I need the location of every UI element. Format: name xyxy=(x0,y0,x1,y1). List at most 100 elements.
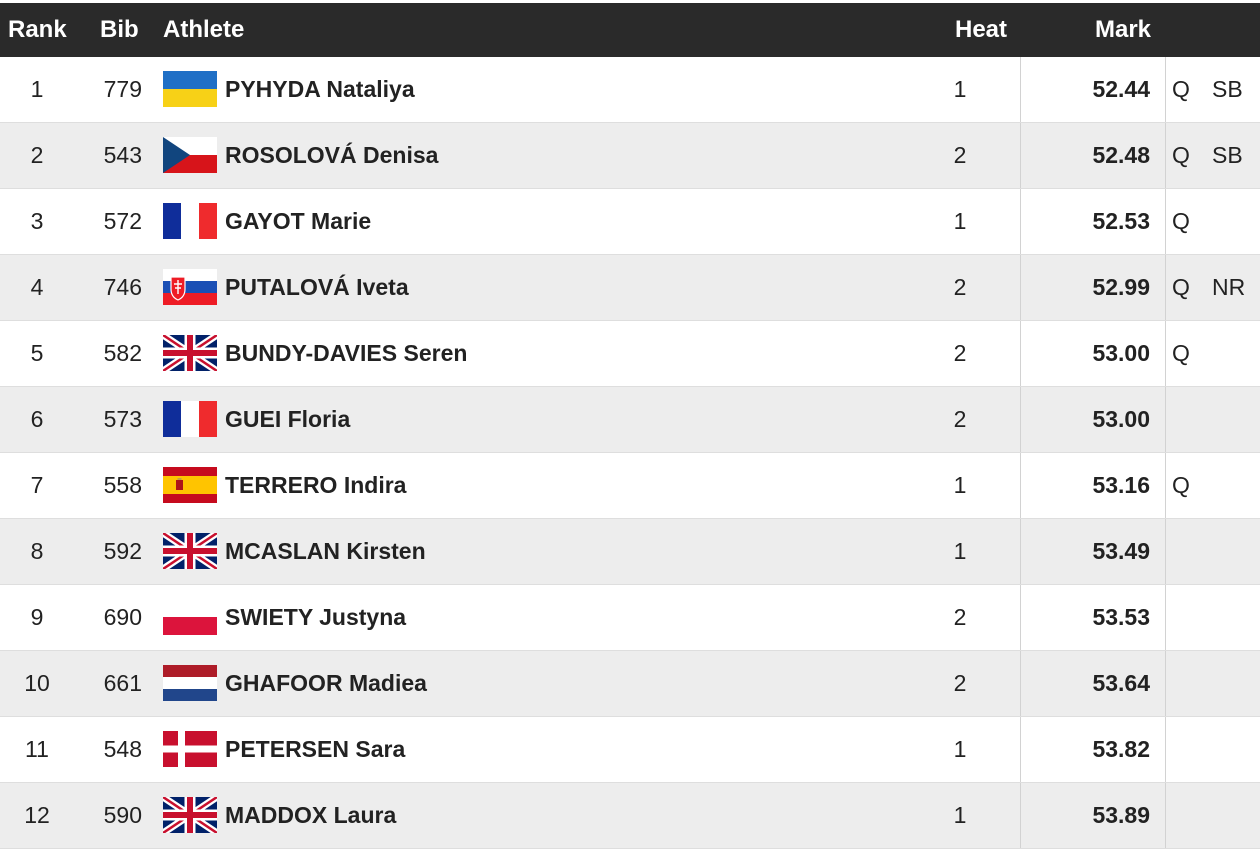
column-divider xyxy=(1020,255,1021,320)
athlete-header[interactable]: Athlete xyxy=(163,16,245,43)
table-row[interactable]: 11 548 PETERSEN Sara 1 53.82 xyxy=(0,717,1260,783)
column-divider xyxy=(1165,255,1166,320)
spain-flag-icon xyxy=(163,467,217,503)
column-divider xyxy=(1165,189,1166,254)
rank-cell: 11 xyxy=(25,736,49,762)
column-divider xyxy=(1020,519,1021,584)
qualification-cell: Q xyxy=(1172,76,1190,102)
bib-cell: 548 xyxy=(103,736,142,762)
mark-cell: 53.89 xyxy=(1092,802,1150,828)
france-flag-icon xyxy=(163,203,217,239)
heat-cell: 1 xyxy=(953,208,967,234)
rank-cell: 8 xyxy=(30,538,44,564)
table-row[interactable]: 6 573 GUEI Floria 2 53.00 xyxy=(0,387,1260,453)
qualification-cell: Q xyxy=(1172,142,1190,168)
bib-cell: 746 xyxy=(103,274,142,300)
column-divider xyxy=(1165,57,1166,122)
column-divider xyxy=(1165,123,1166,188)
athlete-name[interactable]: PUTALOVÁ Iveta xyxy=(225,274,409,300)
table-row[interactable]: 12 590 MADDOX Laura 1 53.89 xyxy=(0,783,1260,849)
record-cell: NR xyxy=(1212,274,1246,300)
column-divider xyxy=(1165,717,1166,782)
uk-flag-icon xyxy=(163,533,217,569)
uk-flag-icon xyxy=(163,797,217,833)
heat-cell: 2 xyxy=(953,142,967,168)
bib-cell: 558 xyxy=(103,472,142,498)
column-divider xyxy=(1020,453,1021,518)
poland-flag-icon xyxy=(163,599,217,635)
rank-header[interactable]: Rank xyxy=(8,16,67,43)
bib-cell: 779 xyxy=(103,76,142,102)
column-divider xyxy=(1165,651,1166,716)
column-divider xyxy=(1020,57,1021,122)
athlete-name[interactable]: GUEI Floria xyxy=(225,406,351,432)
table-row[interactable]: 5 582 BUNDY-DAVIES Seren 2 53.00 Q xyxy=(0,321,1260,387)
bib-cell: 590 xyxy=(103,802,142,828)
athlete-name[interactable]: GAYOT Marie xyxy=(225,208,372,234)
uk-flag-icon xyxy=(163,335,217,371)
athlete-name[interactable]: TERRERO Indira xyxy=(225,472,407,498)
column-divider xyxy=(1165,585,1166,650)
table-row[interactable]: 1 779 PYHYDA Nataliya 1 52.44 Q SB xyxy=(0,57,1260,123)
rank-cell: 2 xyxy=(30,142,44,168)
table-header: Rank Bib Athlete Heat Mark xyxy=(0,3,1260,57)
column-divider xyxy=(1165,783,1166,848)
column-divider xyxy=(1165,453,1166,518)
rank-cell: 4 xyxy=(30,274,44,300)
bib-header[interactable]: Bib xyxy=(100,16,139,43)
table-row[interactable]: 8 592 MCASLAN Kirsten 1 53.49 xyxy=(0,519,1260,585)
column-divider xyxy=(1165,321,1166,386)
record-cell: SB xyxy=(1212,142,1243,168)
athlete-name[interactable]: SWIETY Justyna xyxy=(225,604,407,630)
table-row[interactable]: 10 661 GHAFOOR Madiea 2 53.64 xyxy=(0,651,1260,717)
table-row[interactable]: 7 558 TERRERO Indira 1 53.16 Q xyxy=(0,453,1260,519)
rank-cell: 9 xyxy=(30,604,44,630)
results-table: Rank Bib Athlete Heat Mark 1 779 PYHYDA Na… xyxy=(0,3,1260,849)
mark-cell: 52.48 xyxy=(1092,142,1150,168)
heat-header[interactable]: Heat xyxy=(955,16,1008,43)
athlete-name[interactable]: BUNDY-DAVIES Seren xyxy=(225,340,468,366)
athlete-name[interactable]: MADDOX Laura xyxy=(225,802,397,828)
athlete-name[interactable]: MCASLAN Kirsten xyxy=(225,538,426,564)
heat-cell: 2 xyxy=(953,274,967,300)
rank-cell: 6 xyxy=(30,406,44,432)
record-cell: SB xyxy=(1212,76,1243,102)
athlete-name[interactable]: ROSOLOVÁ Denisa xyxy=(225,142,439,168)
qualification-cell: Q xyxy=(1172,340,1190,366)
mark-cell: 53.82 xyxy=(1092,736,1150,762)
heat-cell: 1 xyxy=(953,472,967,498)
qualification-cell: Q xyxy=(1172,208,1190,234)
table-row[interactable]: 9 690 SWIETY Justyna 2 53.53 xyxy=(0,585,1260,651)
ukraine-flag-icon xyxy=(163,71,217,107)
bib-cell: 543 xyxy=(103,142,142,168)
mark-cell: 53.16 xyxy=(1092,472,1150,498)
table-row[interactable]: 2 543 ROSOLOVÁ Denisa 2 52.48 Q SB xyxy=(0,123,1260,189)
table-row[interactable]: 3 572 GAYOT Marie 1 52.53 Q xyxy=(0,189,1260,255)
france-flag-icon xyxy=(163,401,217,437)
mark-cell: 53.00 xyxy=(1092,340,1150,366)
table-row[interactable]: 4 746 PUTALOVÁ Iveta 2 52.99 Q NR xyxy=(0,255,1260,321)
rank-cell: 12 xyxy=(24,802,50,828)
rank-cell: 5 xyxy=(30,340,44,366)
qualification-cell: Q xyxy=(1172,274,1190,300)
column-divider xyxy=(1020,387,1021,452)
column-divider xyxy=(1165,387,1166,452)
mark-header[interactable]: Mark xyxy=(1095,16,1152,43)
column-divider xyxy=(1020,717,1021,782)
column-divider xyxy=(1020,123,1021,188)
athlete-name[interactable]: PYHYDA Nataliya xyxy=(225,76,415,102)
bib-cell: 572 xyxy=(103,208,142,234)
mark-cell: 53.53 xyxy=(1092,604,1150,630)
denmark-flag-icon xyxy=(163,731,217,767)
heat-cell: 2 xyxy=(953,670,967,696)
athlete-name[interactable]: GHAFOOR Madiea xyxy=(225,670,427,696)
athlete-name[interactable]: PETERSEN Sara xyxy=(225,736,406,762)
mark-cell: 52.53 xyxy=(1092,208,1150,234)
mark-cell: 52.99 xyxy=(1092,274,1150,300)
column-divider xyxy=(1020,189,1021,254)
heat-cell: 1 xyxy=(953,802,967,828)
mark-cell: 52.44 xyxy=(1092,76,1150,102)
rank-cell: 10 xyxy=(24,670,50,696)
bib-cell: 582 xyxy=(103,340,142,366)
heat-cell: 2 xyxy=(953,406,967,432)
